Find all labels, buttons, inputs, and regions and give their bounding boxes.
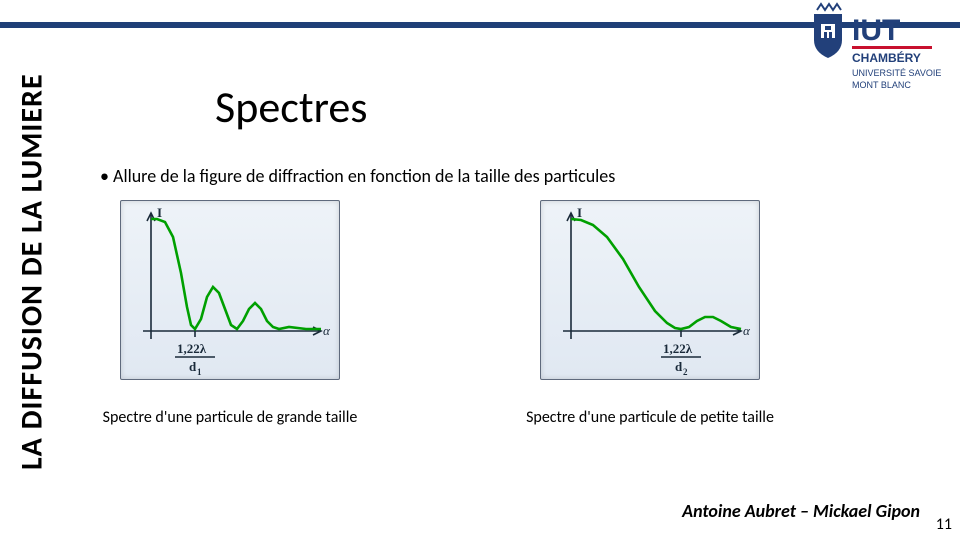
page-title: Spectres [215,80,367,134]
svg-text:CHAMBÉRY: CHAMBÉRY [852,50,921,65]
bullet-text: • Allure de la figure de diffraction en … [100,165,615,187]
chart-frame: Iα 1,22λ d1 [120,200,340,380]
svg-text:I: I [577,205,582,220]
chart-small-particle: Iα 1,22λ d2 Spectre d'une particule de pet… [500,200,800,428]
svg-text:2: 2 [683,367,688,377]
chart-large-particle: Iα 1,22λ d1 Spectre d'une particule de gra… [80,200,380,428]
svg-text:d: d [675,359,683,374]
svg-text:1,22λ: 1,22λ [663,341,693,356]
charts-row: Iα1,22λd1 Spectre d'une particule de gra… [80,200,940,428]
chart-frame: Iα 1,22λ d2 [540,200,760,380]
svg-text:α: α [743,323,751,338]
vertical-section-title: LA DIFFUSION DE LA LUMIERE [12,62,52,482]
svg-text:IUT: IUT [852,14,900,47]
svg-text:1: 1 [197,367,202,377]
crest-icon [814,4,842,58]
svg-text:UNIVERSITÉ SAVOIE: UNIVERSITÉ SAVOIE [852,68,941,78]
slide: IUT CHAMBÉRY UNIVERSITÉ SAVOIE MONT BLAN… [0,0,960,540]
svg-text:MONT BLANC: MONT BLANC [852,80,911,90]
svg-text:I: I [157,205,162,220]
chart-caption: Spectre d'une particule de petite taille [526,408,774,428]
svg-text:1,22λ: 1,22λ [177,341,207,356]
diffraction-chart: Iα 1,22λ d1 [121,201,341,381]
chart-caption: Spectre d'une particule de grande taille [103,408,358,428]
diffraction-chart: Iα 1,22λ d2 [541,201,761,381]
svg-text:d: d [189,359,197,374]
svg-text:α: α [323,323,331,338]
page-number: 11 [936,515,952,534]
authors: Antoine Aubret – Mickael Gipon [682,500,920,522]
iut-logo: IUT CHAMBÉRY UNIVERSITÉ SAVOIE MONT BLAN… [802,0,942,105]
